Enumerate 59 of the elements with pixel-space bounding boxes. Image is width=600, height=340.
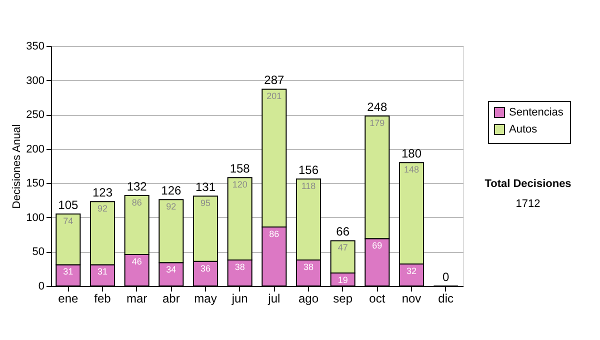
x-tick-label: ago — [298, 292, 319, 306]
total-label: 132 — [126, 179, 148, 194]
y-tick-label: 250 — [26, 109, 44, 122]
x-tick-label: dic — [438, 292, 454, 306]
total-label: 158 — [230, 162, 250, 176]
y-axis-title: Decisiones Anual — [11, 124, 24, 209]
data-label: 95 — [200, 198, 211, 208]
data-label: 120 — [232, 180, 248, 190]
total-label: 156 — [298, 163, 319, 178]
data-label: 69 — [372, 240, 382, 251]
data-label: 36 — [200, 263, 211, 274]
data-label: 38 — [303, 262, 314, 272]
data-label: 118 — [301, 181, 316, 192]
x-tick-label: sep — [333, 292, 353, 306]
total-label: 180 — [401, 146, 422, 161]
data-label: 38 — [234, 262, 245, 272]
data-label: 47 — [338, 242, 348, 253]
total-label: 126 — [161, 184, 182, 198]
total-label: 66 — [336, 224, 350, 239]
data-label: 92 — [166, 202, 176, 212]
x-tick-label: mar — [126, 292, 148, 306]
y-tick-label: 100 — [26, 212, 44, 224]
total-label: 131 — [195, 180, 216, 194]
data-label: 179 — [370, 118, 385, 128]
x-tick-label: abr — [162, 292, 180, 306]
data-label: 19 — [338, 274, 348, 285]
total-label: 287 — [264, 73, 284, 88]
y-tick-label: 300 — [26, 74, 44, 87]
total-label: 123 — [92, 186, 113, 200]
y-tick-label: 350 — [26, 40, 44, 52]
legend-label: Sentencias — [509, 106, 564, 118]
text: Total Decisiones — [484, 178, 572, 190]
data-label: 34 — [166, 264, 176, 275]
x-tick-label: may — [194, 292, 217, 306]
legend-label: Autos — [509, 124, 538, 136]
data-label: 32 — [406, 266, 417, 276]
x-tick-label: ene — [58, 292, 78, 306]
x-tick-label: nov — [402, 292, 422, 306]
x-tick-label: oct — [369, 292, 386, 306]
data-label: 31 — [63, 266, 74, 277]
data-label: 148 — [404, 164, 420, 175]
x-tick-label: jul — [267, 292, 280, 306]
y-tick-label: 50 — [32, 246, 44, 258]
data-label: 86 — [269, 229, 280, 240]
total-label: 0 — [442, 270, 450, 284]
data-label: 74 — [63, 216, 74, 226]
text: 1712 — [516, 198, 540, 210]
x-tick-label: jun — [230, 292, 248, 306]
total-label: 105 — [58, 198, 78, 212]
data-label: 86 — [132, 197, 142, 208]
data-label: 92 — [97, 204, 108, 214]
data-label: 46 — [132, 256, 142, 266]
data-label: 31 — [97, 266, 108, 277]
x-tick-label: feb — [94, 292, 112, 306]
total-label: 248 — [367, 100, 388, 114]
data-label: 201 — [266, 91, 282, 102]
y-tick-label: 150 — [26, 178, 44, 190]
y-tick-label: 0 — [38, 280, 44, 292]
y-tick-label: 200 — [26, 143, 44, 156]
